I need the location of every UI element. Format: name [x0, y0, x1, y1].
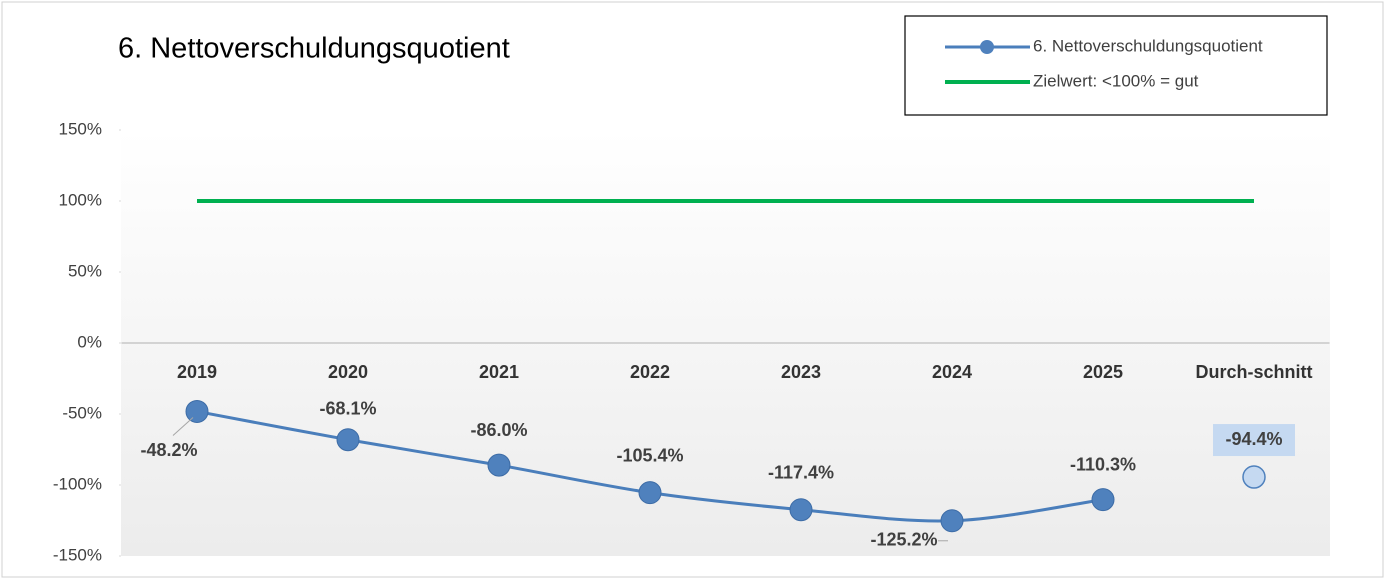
x-tick-label: 2023 [781, 362, 821, 382]
average-point [1242, 465, 1266, 489]
data-label: -68.1% [319, 398, 376, 418]
x-tick-label: 2022 [630, 362, 670, 382]
y-tick-label: 0% [77, 332, 102, 351]
y-tick-label: 100% [59, 190, 102, 209]
data-point [1091, 488, 1115, 512]
data-point [638, 481, 662, 505]
x-tick-label: 2021 [479, 362, 519, 382]
x-tick-label: Durch-schnitt [1196, 362, 1313, 382]
leader-line [172, 417, 194, 436]
y-tick-label: -150% [53, 545, 102, 564]
average-label: -94.4% [1225, 429, 1282, 449]
data-point [487, 453, 511, 477]
legend-marker [980, 40, 994, 54]
y-tick-label: 50% [68, 261, 102, 280]
data-label: -117.4% [768, 462, 834, 482]
x-tick-label: 2020 [328, 362, 368, 382]
data-label: -105.4% [616, 445, 683, 465]
x-tick-label: 2019 [177, 362, 217, 382]
y-tick-label: -100% [53, 474, 102, 493]
x-tick-label: 2025 [1083, 362, 1123, 382]
data-point [185, 399, 209, 423]
data-point [940, 509, 964, 533]
data-point [336, 428, 360, 452]
legend-label: Zielwert: <100% = gut [1033, 71, 1199, 90]
chart-title: 6. Nettoverschuldungsquotient [118, 33, 510, 65]
data-label: -86.0% [470, 420, 527, 440]
data-label: -125.2% [870, 530, 937, 550]
data-label: -48.2% [140, 440, 197, 460]
data-point [789, 498, 813, 522]
y-tick-label: -50% [62, 403, 102, 422]
average-label-bg [1213, 424, 1295, 457]
data-label: -110.3% [1070, 454, 1136, 474]
x-tick-label: 2024 [932, 362, 972, 382]
legend [904, 15, 1328, 116]
legend-label: 6. Nettoverschuldungsquotient [1033, 36, 1263, 55]
y-tick-label: 150% [59, 119, 102, 138]
